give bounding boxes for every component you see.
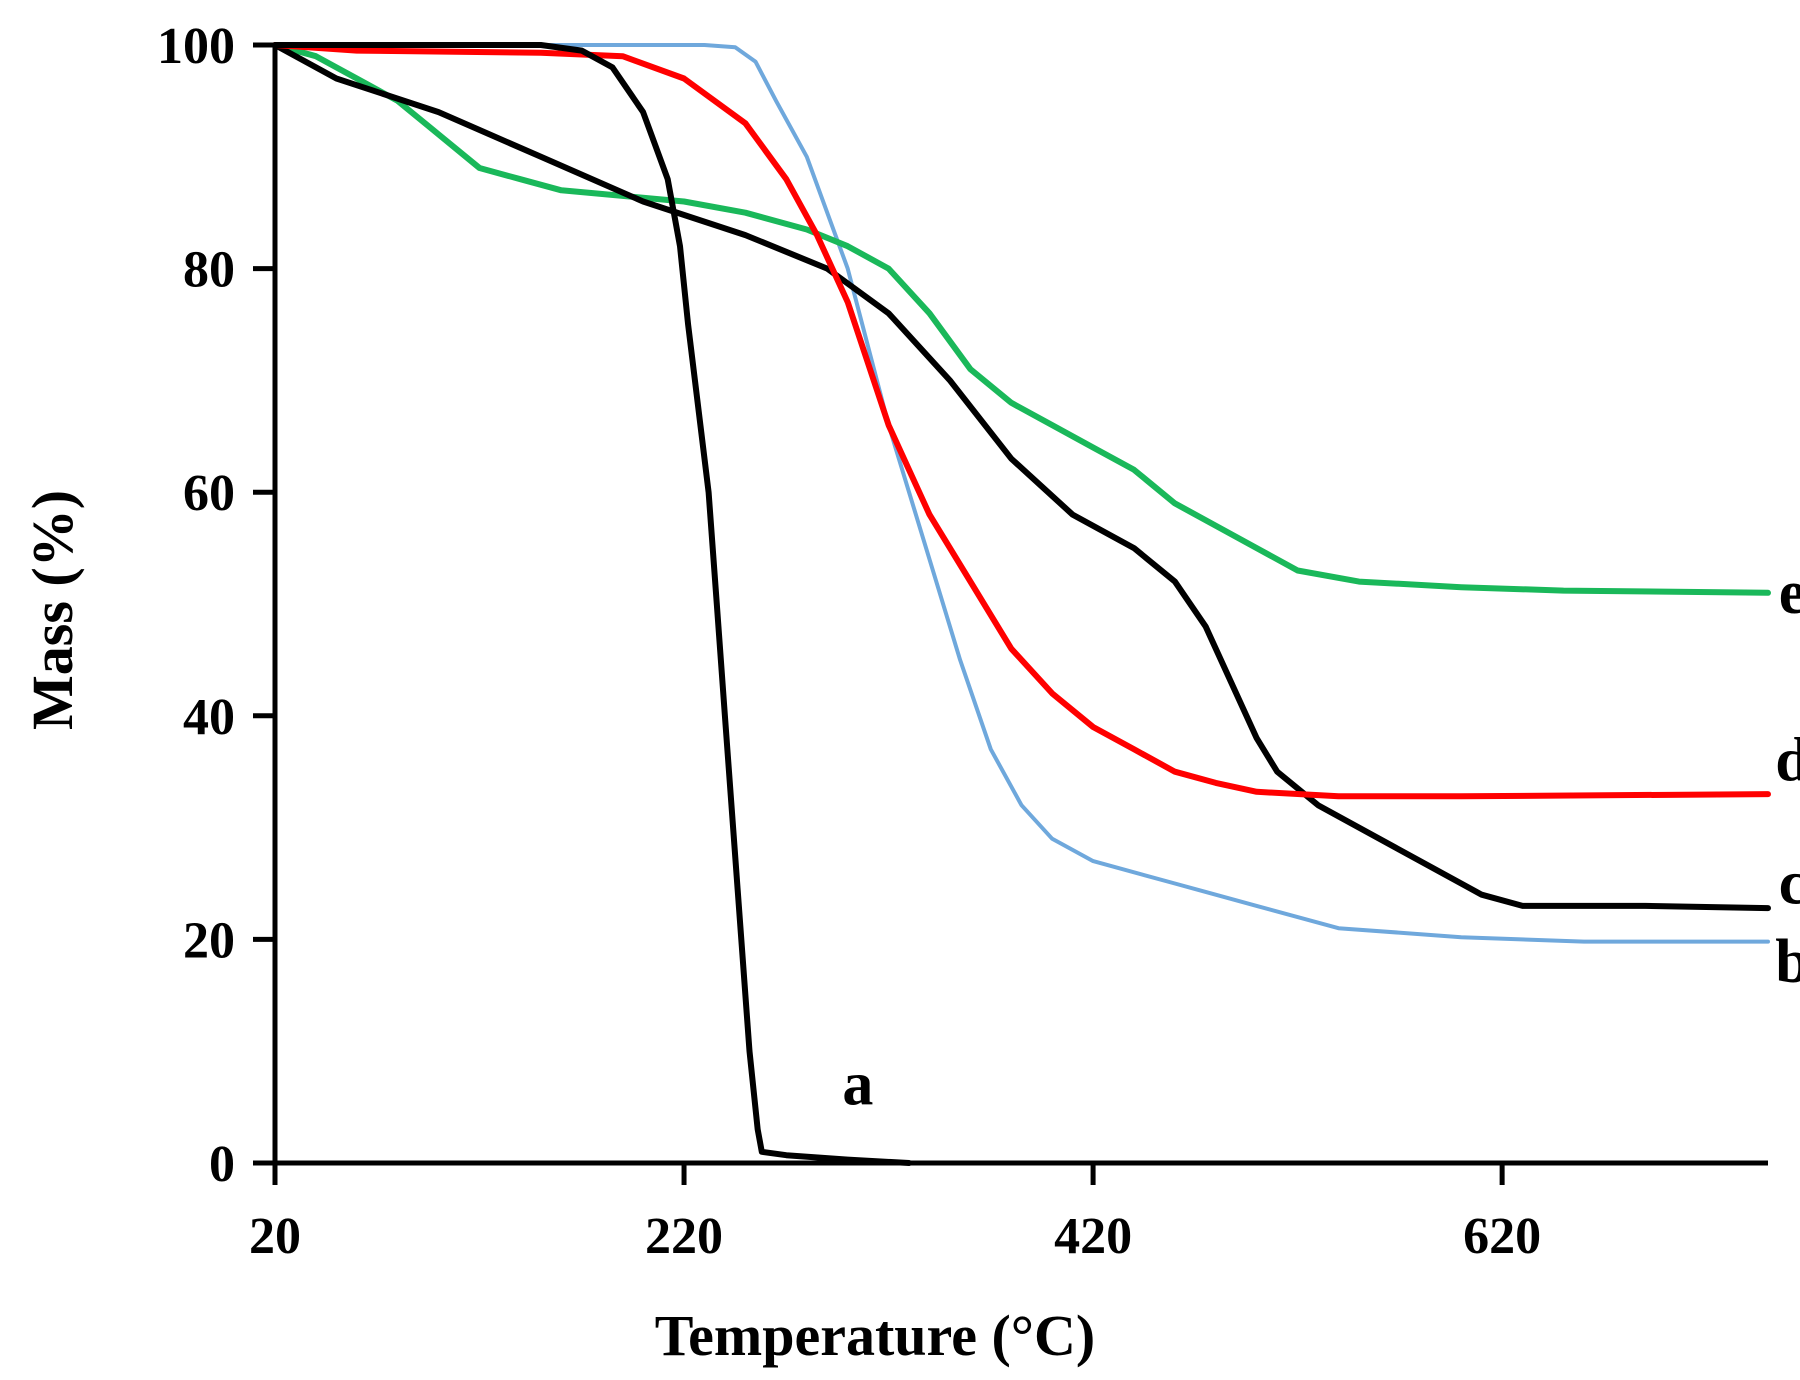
y-tick-label: 100 [157, 18, 235, 75]
series-label-d: d [1775, 727, 1800, 795]
annotation-layer: a bcd e [842, 559, 1800, 1119]
y-tick-label: 40 [183, 689, 235, 746]
series-line-b [273, 43, 1770, 944]
x-ticks: 20 220 420 620 [249, 1163, 1541, 1265]
x-tick-label: 20 [249, 1208, 301, 1265]
x-tick-label: 220 [645, 1208, 723, 1265]
series-line-c [272, 42, 1771, 912]
series-label-b: b [1775, 928, 1800, 996]
y-tick-label: 0 [209, 1136, 235, 1193]
y-ticks: 0 20 40 60 80 100 [157, 18, 275, 1193]
x-axis-title: Temperature (°C) [655, 1303, 1095, 1368]
series-layer [272, 42, 1771, 1166]
series-line-e [272, 42, 1771, 596]
y-tick-label: 20 [183, 912, 235, 969]
y-tick-label: 60 [183, 465, 235, 522]
x-tick-label: 420 [1054, 1208, 1132, 1265]
series-line-d [272, 42, 1771, 800]
y-tick-label: 80 [183, 242, 235, 299]
series-line-a [272, 42, 912, 1166]
series-label-c: c [1779, 850, 1800, 918]
x-tick-label: 620 [1463, 1208, 1541, 1265]
y-axis-title: Mass (%) [20, 490, 85, 730]
series-label-e: e [1779, 559, 1800, 627]
series-label-a: a [842, 1051, 873, 1119]
